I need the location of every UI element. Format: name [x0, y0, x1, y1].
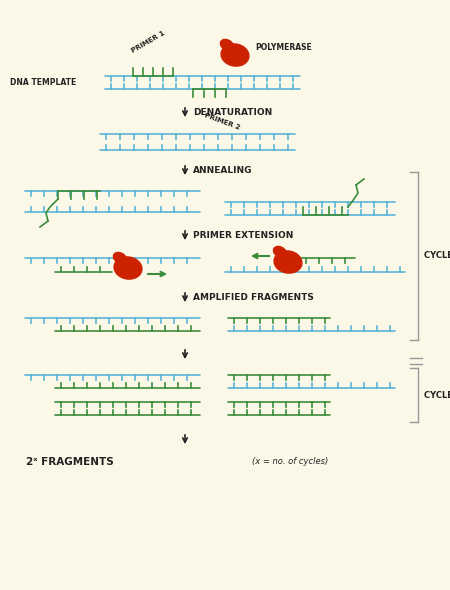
Ellipse shape	[220, 40, 234, 51]
Text: AMPLIFIED FRAGMENTS: AMPLIFIED FRAGMENTS	[193, 293, 314, 302]
Text: 2ˣ FRAGMENTS: 2ˣ FRAGMENTS	[26, 457, 114, 467]
Text: DENATURATION: DENATURATION	[193, 108, 272, 117]
Text: DNA TEMPLATE: DNA TEMPLATE	[10, 78, 76, 87]
Ellipse shape	[221, 44, 249, 66]
Text: (x = no. of cycles): (x = no. of cycles)	[252, 457, 328, 467]
Text: PRIMER EXTENSION: PRIMER EXTENSION	[193, 231, 293, 240]
Text: PRIMER 2: PRIMER 2	[203, 112, 241, 130]
Text: ANNEALING: ANNEALING	[193, 166, 252, 175]
Ellipse shape	[274, 247, 287, 258]
Text: CYCLE 1: CYCLE 1	[424, 251, 450, 261]
Ellipse shape	[113, 253, 126, 264]
Text: PRIMER 1: PRIMER 1	[130, 30, 166, 54]
Text: POLYMERASE: POLYMERASE	[255, 44, 312, 53]
Ellipse shape	[274, 251, 302, 273]
Ellipse shape	[114, 257, 142, 279]
Text: CYCLE 2: CYCLE 2	[424, 391, 450, 399]
